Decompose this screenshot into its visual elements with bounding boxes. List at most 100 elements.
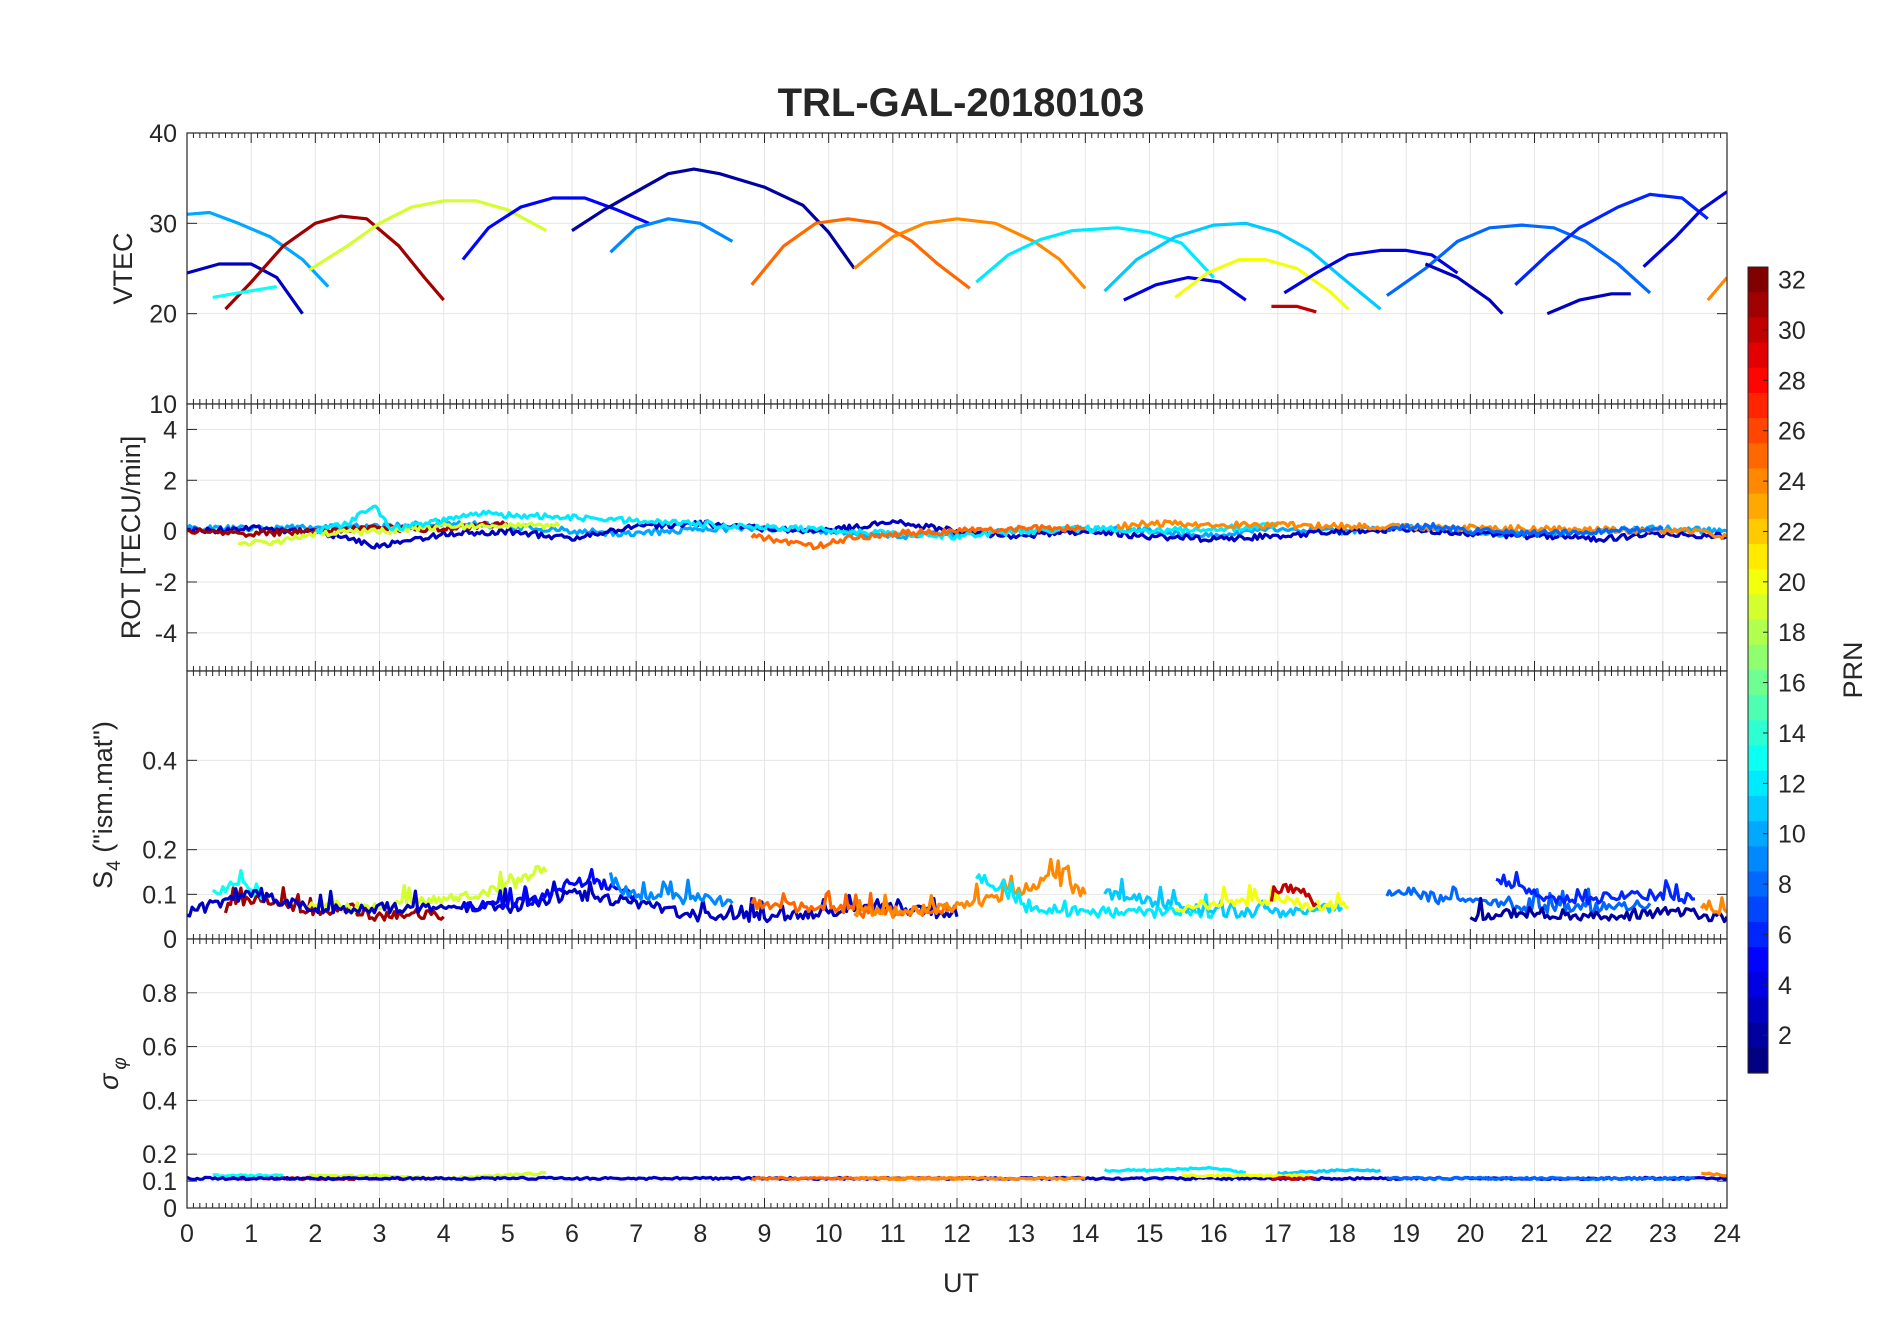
panel-s4-series xyxy=(187,857,1727,924)
colorbar-swatch xyxy=(1748,1047,1768,1074)
colorbar-swatch xyxy=(1748,1022,1768,1049)
series-prn-6 xyxy=(1495,870,1696,906)
series-prn-19 xyxy=(308,199,548,272)
x-tick-label: 11 xyxy=(880,1220,906,1248)
colorbar-swatch xyxy=(1748,846,1768,873)
colorbar-tick-label: 28 xyxy=(1778,367,1806,395)
series-prn-8 xyxy=(1386,522,1664,538)
series-prn-11 xyxy=(1276,1167,1382,1176)
colorbar-tick-label: 10 xyxy=(1778,821,1806,849)
colorbar-swatch xyxy=(1748,267,1768,293)
colorbar-swatch xyxy=(1748,518,1768,545)
series-prn-24 xyxy=(854,1175,1086,1181)
series-prn-4 xyxy=(1642,190,1727,268)
series-prn-3 xyxy=(187,262,304,315)
series-prn-12 xyxy=(975,226,1215,284)
y-tick-label: 20 xyxy=(149,301,177,329)
series-prn-3 xyxy=(187,880,959,924)
colorbar-swatch xyxy=(1748,821,1768,847)
x-tick-label: 15 xyxy=(1136,1220,1164,1248)
colorbar-swatch xyxy=(1748,795,1768,822)
y-tick-label: 0 xyxy=(163,926,177,954)
colorbar-swatch xyxy=(1748,997,1768,1024)
y-tick-label: 30 xyxy=(149,210,177,238)
series-prn-25 xyxy=(750,217,971,290)
x-tick-label: 13 xyxy=(1007,1220,1035,1248)
colorbar-swatch xyxy=(1748,342,1768,369)
colorbar-swatch xyxy=(1748,418,1768,444)
y-axis-title: S4 ("ism.mat") xyxy=(88,721,125,889)
colorbar-swatch xyxy=(1748,569,1768,596)
colorbar-tick-label: 6 xyxy=(1778,921,1792,949)
colorbar-frame xyxy=(1747,266,1769,1074)
x-tick-label: 23 xyxy=(1649,1220,1677,1248)
series-prn-11 xyxy=(1103,877,1344,919)
colorbar-tick-label: 32 xyxy=(1778,267,1806,295)
x-tick-label: 9 xyxy=(758,1220,772,1248)
colorbar-swatch xyxy=(1748,896,1768,923)
series-prn-11 xyxy=(1103,221,1382,311)
y-tick-label: 0.2 xyxy=(142,1141,177,1169)
colorbar-swatch xyxy=(1748,317,1768,344)
panel-vtec-series xyxy=(187,167,1727,316)
colorbar-tick-label: 20 xyxy=(1778,569,1806,597)
colorbar-swatch xyxy=(1748,392,1768,419)
y-tick-label: 40 xyxy=(149,120,177,148)
colorbar-swatch xyxy=(1748,695,1768,721)
panel-sigma-frame xyxy=(186,938,1728,1209)
colorbar-swatch xyxy=(1748,770,1768,797)
series-prn-30 xyxy=(1271,304,1317,314)
colorbar-swatch xyxy=(1748,443,1768,470)
series-prn-25 xyxy=(750,890,958,919)
series-prn-12 xyxy=(1103,1165,1247,1175)
colorbar-tick-label: 14 xyxy=(1778,720,1806,748)
colorbar-tick-label: 26 xyxy=(1778,418,1806,446)
colorbar-tick-label: 8 xyxy=(1778,871,1792,899)
series-prn-24 xyxy=(1706,276,1727,302)
x-tick-label: 16 xyxy=(1200,1220,1228,1248)
x-tick-label: 14 xyxy=(1071,1220,1099,1248)
x-tick-label: 24 xyxy=(1713,1220,1741,1248)
series-prn-4 xyxy=(1123,275,1247,302)
x-tick-label: 21 xyxy=(1521,1220,1549,1248)
series-prn-25 xyxy=(750,524,1086,551)
series-prn-9 xyxy=(609,217,734,254)
y-tick-label: 0.4 xyxy=(142,1087,177,1115)
series-prn-31 xyxy=(224,214,445,311)
colorbar-tick-label: 2 xyxy=(1778,1022,1792,1050)
colorbar-tick-label: 22 xyxy=(1778,518,1806,546)
colorbar-swatch xyxy=(1748,594,1768,621)
series-prn-10 xyxy=(187,210,330,288)
colorbar-swatch xyxy=(1748,921,1768,948)
colorbar-swatch xyxy=(1748,619,1768,646)
y-axis-title: VTEC xyxy=(108,232,138,304)
series-prn-8 xyxy=(1385,223,1652,297)
colorbar-tick-label: 24 xyxy=(1778,468,1806,496)
series-prn-20 xyxy=(1181,1173,1311,1179)
panel-vtec: 10 20 30 40 VTEC xyxy=(108,120,1728,419)
series-prn-8 xyxy=(1386,1175,1696,1182)
chart-title: TRL-GAL-20180103 xyxy=(778,81,1145,125)
x-tick-label: 4 xyxy=(437,1220,451,1248)
x-tick-label: 7 xyxy=(629,1220,643,1248)
colorbar-swatch xyxy=(1748,544,1768,570)
series-prn-5 xyxy=(461,196,650,261)
y-tick-label: 0 xyxy=(163,1195,177,1223)
y-tick-label: 0.2 xyxy=(142,837,177,865)
series-prn-24 xyxy=(853,217,1087,290)
series-prn-13 xyxy=(211,869,265,901)
x-tick-label: 6 xyxy=(565,1220,579,1248)
y-tick-label: 0.8 xyxy=(142,980,177,1008)
colorbar-swatch xyxy=(1748,947,1768,973)
series-prn-12 xyxy=(314,504,1279,541)
colorbar-swatch xyxy=(1748,720,1768,747)
series-prn-24 xyxy=(1700,1171,1727,1178)
series-prn-3 xyxy=(1546,292,1631,316)
colorbar-tick-label: 4 xyxy=(1778,972,1792,1000)
x-tick-label: 12 xyxy=(943,1220,971,1248)
colorbar-swatch xyxy=(1748,871,1768,898)
y-tick-label: 0.4 xyxy=(142,747,177,775)
y-tick-label: 0.1 xyxy=(142,881,177,909)
